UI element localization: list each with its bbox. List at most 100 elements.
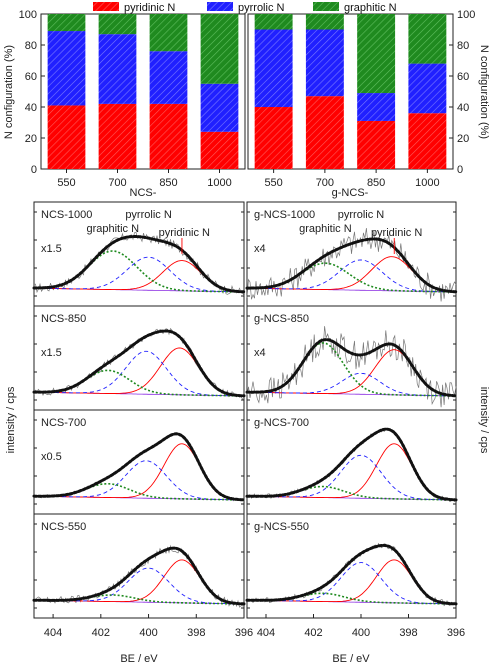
bar-ylabel-left: N configuration (%)	[3, 45, 15, 139]
xps-panel-label-g-NCS-700: g-NCS-700	[254, 417, 309, 429]
xps-xlabel-left: BE / eV	[120, 653, 158, 665]
xps-ncs-NCS-700-pyrrolic-component	[34, 460, 244, 501]
xps-ncs-NCS-1000-envelope-fit	[32, 235, 246, 294]
xps-panel-label-g-NCS-1000: g-NCS-1000	[254, 209, 315, 221]
xps-ncs-xtick-404: 404	[44, 627, 62, 639]
xps-annot-graphitic-g-NCS-1000: graphitic N	[299, 223, 352, 235]
xps-ncs-NCS-850-envelope-fit	[32, 329, 246, 398]
bar-ylabel-right: N configuration (%)	[478, 45, 490, 139]
xps-ncs-NCS-550-raw-spectrum	[33, 544, 245, 608]
xps-ncs-NCS-700-graphitic-component	[33, 482, 244, 501]
bar-ncs-550-graphitic-n	[47, 14, 86, 32]
xps-panel-label-NCS-850: NCS-850	[41, 313, 86, 325]
xps-panel-label-g-NCS-550: g-NCS-550	[254, 521, 309, 533]
bar-ytick-right-80: 80	[457, 40, 469, 52]
bar-ncs-850-pyrrolic-n	[149, 51, 188, 104]
xps-gncs-g-NCS-700-pyrrolic-component	[247, 454, 456, 501]
xps-gncs-g-NCS-550-raw-spectrum	[246, 542, 457, 607]
xps-gncs-g-NCS-700-graphitic-component	[247, 485, 456, 501]
xps-panel-label-NCS-700: NCS-700	[41, 417, 86, 429]
legend-swatch-pyridinic	[93, 2, 119, 11]
xps-ncs-NCS-1000-pyrrolic-component	[34, 256, 244, 293]
bar-ytick-left-60: 60	[25, 71, 37, 83]
bar-gncs-850-pyrrolic-n	[357, 93, 396, 121]
bar-xlabel-gncs: g-NCS-	[332, 187, 369, 199]
bar-ncs-1000-pyridinic-n	[200, 131, 239, 169]
bar-ncs-550-pyridinic-n	[47, 105, 86, 169]
xps-scale-label-NCS-1000: x1.5	[41, 243, 62, 255]
bar-ncs-xtick-700: 700	[108, 177, 126, 189]
bar-ncs-550-pyrrolic-n	[47, 31, 86, 106]
xps-chart-gncs: 404 402 400 398 396 g-NCS-1000 x4 graphitic N py…	[245, 201, 465, 639]
xps-gncs-g-NCS-700-raw-spectrum	[246, 427, 457, 503]
legend-swatch-graphitic	[313, 2, 339, 11]
xps-ncs-xtick-396: 396	[235, 627, 253, 639]
bar-ncs-850-pyridinic-n	[149, 103, 188, 169]
xps-panel-label-NCS-550: NCS-550	[41, 521, 86, 533]
legend-label-pyrrolic: pyrrolic N	[238, 2, 285, 14]
bar-ncs-700-pyridinic-n	[98, 103, 137, 169]
bar-gncs-700-pyrrolic-n	[305, 29, 344, 97]
xps-ncs-NCS-850-pyrrolic-component	[34, 350, 244, 397]
xps-scale-label-g-NCS-850: x4	[254, 347, 266, 359]
bar-chart-gncs-frame	[247, 13, 454, 170]
xps-panel-label-NCS-1000: NCS-1000	[41, 209, 92, 221]
xps-gncs-g-NCS-700-envelope-fit	[245, 427, 458, 502]
bar-ncs-1000-pyrrolic-n	[200, 83, 239, 132]
bar-chart-ncs-frame	[40, 13, 246, 170]
bar-xlabel-ncs: NCS-	[130, 187, 157, 199]
xps-gncs-g-NCS-1000-envelope-fit	[245, 237, 458, 294]
xps-panel-label-g-NCS-850: g-NCS-850	[254, 313, 309, 325]
xps-ncs-NCS-550-graphitic-component	[34, 594, 244, 605]
bar-gncs-700-graphitic-n	[305, 14, 344, 30]
bar-ncs-850-graphitic-n	[149, 14, 188, 52]
xps-gncs-g-NCS-1000-graphitic-component	[247, 262, 456, 293]
bar-ncs-xtick-550: 550	[57, 177, 75, 189]
xps-ncs-xtick-402: 402	[92, 627, 110, 639]
bar-gncs-850-graphitic-n	[357, 14, 396, 94]
bar-ncs-700-pyrrolic-n	[98, 34, 137, 104]
xps-annot-pyridinic-NCS-1000: pyridinic N	[159, 227, 210, 239]
xps-ncs-NCS-700-raw-spectrum	[33, 433, 245, 502]
bar-gncs-850-pyridinic-n	[357, 120, 396, 169]
bar-ytick-right-0: 0	[457, 164, 463, 176]
xps-ncs-NCS-1000-graphitic-component	[34, 250, 244, 293]
bar-gncs-1000-pyrrolic-n	[408, 63, 447, 114]
bar-gncs-xtick-550: 550	[264, 177, 282, 189]
bar-ytick-left-20: 20	[25, 133, 37, 145]
bar-gncs-xtick-1000: 1000	[415, 177, 439, 189]
xps-gncs-xtick-396: 396	[447, 627, 465, 639]
xps-ncs-xtick-398: 398	[187, 627, 205, 639]
bar-legend: pyridinic N pyrrolic N graphitic N	[93, 2, 397, 14]
bar-chart-gncs: 550 700 850 1000	[247, 13, 454, 189]
xps-gncs-g-NCS-550-pyridinic-component	[247, 559, 457, 605]
xps-chart-ncs: 404 402 400 398 396 NCS-1000 x1.5 graphitic N py…	[32, 201, 253, 639]
bar-ncs-700-graphitic-n	[98, 14, 137, 35]
bar-ytick-right-60: 60	[457, 71, 469, 83]
xps-gncs-g-NCS-850-graphitic-component	[247, 342, 456, 397]
bar-gncs-1000-pyridinic-n	[408, 113, 447, 169]
xps-xlabel-right: BE / eV	[332, 653, 370, 665]
bar-axes: 0 0 20 20 40 40 60 60 80 80 100 100	[19, 9, 476, 176]
bar-ncs-xtick-1000: 1000	[207, 177, 231, 189]
legend-label-pyridinic: pyridinic N	[124, 2, 175, 14]
xps-annot-graphitic-NCS-1000: graphitic N	[86, 223, 139, 235]
xps-scale-label-NCS-850: x1.5	[41, 347, 62, 359]
xps-ncs-NCS-1000-pyridinic-component	[34, 260, 244, 293]
legend-swatch-pyrrolic	[207, 2, 233, 11]
xps-scale-label-NCS-700: x0.5	[41, 451, 62, 463]
xps-ncs-NCS-700-pyridinic-component	[34, 443, 245, 501]
xps-ncs-NCS-1000-raw-spectrum	[33, 231, 245, 296]
xps-annot-pyrrolic-NCS-1000: pyrrolic N	[125, 209, 172, 221]
bar-ncs-xtick-850: 850	[159, 177, 177, 189]
bar-ncs-1000-graphitic-n	[200, 14, 239, 84]
xps-gncs-g-NCS-1000-raw-spectrum	[246, 228, 457, 302]
bar-ytick-left-80: 80	[25, 40, 37, 52]
xps-ncs-NCS-550-envelope-fit	[32, 546, 246, 606]
xps-gncs-g-NCS-550-pyrrolic-component	[247, 562, 456, 605]
bar-gncs-550-pyridinic-n	[254, 107, 293, 169]
xps-annot-pyrrolic-g-NCS-1000: pyrrolic N	[338, 209, 385, 221]
bar-ytick-left-40: 40	[25, 102, 37, 114]
xps-gncs-xtick-400: 400	[352, 627, 370, 639]
